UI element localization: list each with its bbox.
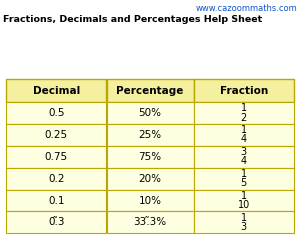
Text: 0.1: 0.1 (48, 196, 64, 205)
Bar (106, 211, 194, 233)
Text: Fractions, Decimals and Percentages Help Sheet: Fractions, Decimals and Percentages Help… (3, 15, 262, 24)
Text: www.cazoommaths.com: www.cazoommaths.com (195, 4, 297, 13)
Text: 4: 4 (241, 156, 247, 166)
Bar (194, 102, 294, 124)
Text: Percentage: Percentage (116, 86, 184, 96)
Bar (6, 190, 106, 211)
Text: 2: 2 (241, 113, 247, 123)
Bar (194, 190, 294, 211)
Text: 33.̃3%: 33.̃3% (134, 218, 166, 228)
Text: 0.75: 0.75 (45, 152, 68, 162)
Text: Decimal: Decimal (33, 86, 80, 96)
Text: 3: 3 (241, 222, 247, 232)
Bar (6, 124, 106, 146)
Bar (6, 79, 106, 102)
Text: 5: 5 (241, 178, 247, 188)
Text: 0.5: 0.5 (48, 108, 64, 118)
Bar (106, 146, 194, 168)
Bar (6, 146, 106, 168)
Bar (106, 79, 194, 102)
Bar (194, 124, 294, 146)
Text: 1: 1 (241, 191, 247, 201)
Text: 1: 1 (241, 125, 247, 135)
Text: 10%: 10% (139, 196, 161, 205)
Text: 25%: 25% (138, 130, 162, 140)
Bar (106, 102, 194, 124)
Text: Fraction: Fraction (220, 86, 268, 96)
Bar (6, 102, 106, 124)
Bar (6, 211, 106, 233)
Bar (106, 190, 194, 211)
Bar (194, 168, 294, 190)
Bar (194, 79, 294, 102)
Text: 0.25: 0.25 (45, 130, 68, 140)
Text: 1: 1 (241, 103, 247, 113)
Bar (106, 168, 194, 190)
Text: 1: 1 (241, 169, 247, 179)
Bar (6, 168, 106, 190)
Bar (194, 146, 294, 168)
Text: 75%: 75% (138, 152, 162, 162)
Text: 20%: 20% (139, 173, 161, 184)
Bar (194, 211, 294, 233)
Text: 4: 4 (241, 134, 247, 145)
Text: 1: 1 (241, 213, 247, 223)
Bar (106, 124, 194, 146)
Text: 3: 3 (241, 147, 247, 157)
Text: 50%: 50% (139, 108, 161, 118)
Text: 0.̃3: 0.̃3 (48, 218, 64, 228)
Text: 0.2: 0.2 (48, 173, 64, 184)
Text: 10: 10 (238, 200, 250, 210)
